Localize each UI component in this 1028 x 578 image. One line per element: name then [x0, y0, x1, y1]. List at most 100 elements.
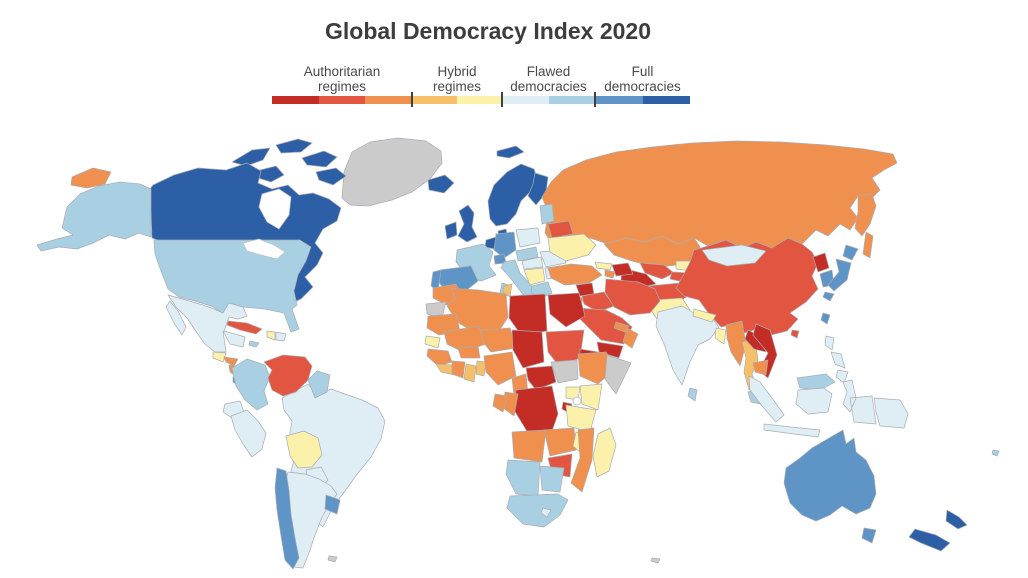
legend-segment	[642, 96, 690, 104]
country-ivory-coast	[451, 360, 466, 379]
country-south-africa	[506, 493, 569, 528]
legend-label-authoritarian: Authoritarian regimes	[272, 64, 412, 94]
country-turkey	[547, 263, 603, 286]
legend-segment	[595, 96, 643, 104]
country-alaska	[36, 181, 152, 252]
legend-segment	[365, 96, 413, 104]
country-japan	[822, 244, 859, 302]
country-niger	[480, 327, 517, 353]
country-somalia	[604, 354, 632, 395]
legend-tick	[501, 92, 503, 107]
country-hainan	[790, 329, 800, 339]
country-gabon	[492, 393, 508, 413]
country-mongolia	[701, 244, 767, 267]
legend-label-line: Authoritarian	[303, 63, 381, 79]
country-uruguay	[324, 494, 341, 515]
country-lesotho	[540, 507, 552, 518]
country-belarus	[547, 220, 574, 239]
country-cuba	[226, 320, 263, 335]
legend-label-line: regimes	[432, 78, 481, 94]
country-usa	[153, 239, 312, 333]
country-benelux	[484, 236, 497, 250]
country-venezuela	[263, 354, 313, 397]
legend-label-line: democracies	[604, 78, 681, 94]
country-papua-new-guinea	[873, 397, 909, 429]
legend-label-line: regimes	[317, 78, 366, 94]
country-balkans	[523, 267, 546, 286]
lake-victoria	[572, 396, 582, 406]
country-mozambique	[570, 427, 595, 493]
country-falklands	[327, 555, 338, 563]
country-kamchatka	[854, 193, 877, 237]
country-hungary	[521, 256, 544, 270]
country-australia	[783, 429, 877, 522]
country-nepal	[692, 308, 717, 323]
country-bangladesh	[714, 327, 727, 345]
legend-label-line: Full	[631, 63, 654, 79]
country-armenia	[604, 269, 616, 279]
country-guyana	[307, 370, 331, 399]
country-peru	[230, 409, 267, 458]
country-namibia	[505, 459, 541, 497]
legend-tick	[411, 92, 413, 107]
country-yemen	[596, 341, 624, 359]
country-finland	[527, 172, 549, 206]
country-ukraine	[547, 233, 597, 262]
country-iran	[604, 278, 661, 316]
country-north-korea	[812, 252, 830, 273]
legend-segment	[502, 96, 549, 104]
legend-label-line: Hybrid	[437, 63, 477, 79]
country-kazakhstan	[603, 235, 701, 268]
legend-segment-group	[595, 96, 690, 104]
country-ghana	[463, 363, 477, 383]
legend-segment-group	[412, 96, 502, 104]
country-azerbaijan	[611, 262, 634, 277]
legend-labels: Authoritarian regimes Hybrid regimes Fla…	[272, 58, 690, 94]
hudson-bay	[258, 188, 292, 230]
legend-label-flawed: Flawed democracies	[502, 64, 595, 94]
country-iceland	[427, 174, 455, 194]
country-czech-austria	[515, 246, 539, 262]
country-central-african-republic	[525, 365, 557, 391]
country-kenya	[579, 383, 603, 411]
country-taiwan	[820, 312, 831, 325]
country-poland	[515, 227, 541, 248]
country-sakhalin	[862, 231, 874, 259]
country-nigeria	[483, 351, 517, 386]
country-angola	[511, 429, 547, 463]
great-lakes	[242, 238, 286, 260]
country-greenland	[341, 137, 443, 207]
country-cambodia	[752, 359, 769, 376]
legend-segment	[318, 96, 366, 104]
country-malaysia-borneo	[796, 373, 836, 391]
country-indonesia	[748, 375, 877, 438]
country-mexico	[167, 294, 248, 353]
legend-label-hybrid: Hybrid regimes	[412, 64, 502, 94]
legend-segment-group	[502, 96, 595, 104]
country-south-sudan	[550, 359, 579, 384]
country-chile	[274, 467, 300, 570]
country-guinea	[426, 348, 453, 367]
country-bolivia	[285, 430, 323, 469]
legend-segment-group	[272, 96, 413, 104]
country-madagascar	[592, 427, 617, 478]
country-russia	[541, 140, 898, 249]
legend-segment	[457, 96, 502, 104]
country-chukotka	[70, 167, 112, 189]
country-iraq	[581, 291, 615, 313]
country-pacific-islands	[991, 449, 1000, 457]
legend-label-full: Full democracies	[595, 64, 690, 94]
legend-segment	[272, 96, 319, 104]
country-egypt	[547, 292, 586, 328]
country-oman	[622, 327, 639, 349]
country-colombia	[231, 358, 271, 411]
country-germany	[493, 231, 517, 259]
legend-colorbar	[272, 92, 690, 107]
country-dominican-republic	[275, 331, 287, 342]
country-guatemala	[212, 351, 227, 363]
country-svalbard	[496, 145, 525, 159]
legend-segment	[412, 96, 457, 104]
legend-label-line: democracies	[510, 78, 587, 94]
country-myanmar	[725, 320, 747, 367]
